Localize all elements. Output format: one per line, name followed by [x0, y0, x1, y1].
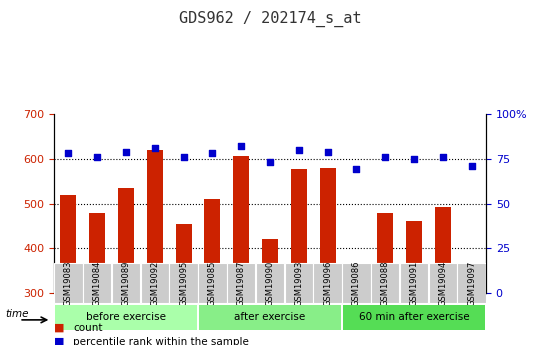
- Text: count: count: [73, 323, 103, 333]
- Bar: [429, 263, 457, 303]
- Bar: [464, 266, 480, 293]
- Point: [467, 163, 476, 169]
- Bar: [233, 157, 249, 293]
- Text: GSM19094: GSM19094: [438, 260, 447, 306]
- Bar: [205, 199, 220, 293]
- Bar: [176, 224, 192, 293]
- Text: GSM19084: GSM19084: [93, 260, 102, 306]
- Bar: [141, 263, 169, 303]
- Bar: [400, 263, 428, 303]
- Bar: [118, 188, 134, 293]
- Text: GSM19097: GSM19097: [467, 260, 476, 306]
- Text: GSM19095: GSM19095: [179, 260, 188, 306]
- Point: [438, 154, 447, 160]
- Bar: [342, 305, 485, 330]
- Text: ■: ■: [54, 323, 64, 333]
- Text: GSM19086: GSM19086: [352, 260, 361, 306]
- Bar: [457, 263, 485, 303]
- Text: before exercise: before exercise: [86, 313, 166, 322]
- Point: [179, 154, 188, 160]
- Point: [294, 147, 303, 152]
- Point: [323, 149, 332, 154]
- Point: [410, 156, 418, 161]
- Text: 60 min after exercise: 60 min after exercise: [359, 313, 469, 322]
- Text: percentile rank within the sample: percentile rank within the sample: [73, 337, 249, 345]
- Bar: [83, 263, 111, 303]
- Bar: [112, 263, 140, 303]
- Bar: [406, 221, 422, 293]
- Point: [122, 149, 130, 154]
- Bar: [256, 263, 284, 303]
- Point: [237, 144, 246, 149]
- Text: GSM19083: GSM19083: [64, 260, 73, 306]
- Bar: [262, 239, 278, 293]
- Bar: [435, 207, 451, 293]
- Bar: [314, 263, 342, 303]
- Text: GSM19085: GSM19085: [208, 260, 217, 306]
- Text: after exercise: after exercise: [234, 313, 306, 322]
- Bar: [170, 263, 198, 303]
- Bar: [55, 263, 83, 303]
- Bar: [348, 272, 364, 293]
- Bar: [227, 263, 255, 303]
- Bar: [89, 213, 105, 293]
- Point: [151, 145, 159, 151]
- Bar: [55, 305, 198, 330]
- Text: ■: ■: [54, 337, 64, 345]
- Point: [352, 167, 361, 172]
- Point: [266, 159, 274, 165]
- Point: [208, 150, 217, 156]
- Bar: [371, 263, 399, 303]
- Text: GSM19089: GSM19089: [122, 260, 131, 306]
- Bar: [291, 169, 307, 293]
- Text: time: time: [5, 309, 29, 319]
- Bar: [377, 213, 393, 293]
- Bar: [285, 263, 313, 303]
- Text: GSM19087: GSM19087: [237, 260, 246, 306]
- Bar: [342, 263, 370, 303]
- Bar: [199, 305, 341, 330]
- Text: GSM19091: GSM19091: [409, 260, 418, 306]
- Bar: [147, 150, 163, 293]
- Text: GSM19088: GSM19088: [381, 260, 390, 306]
- Text: GSM19096: GSM19096: [323, 260, 332, 306]
- Text: GSM19092: GSM19092: [150, 260, 159, 306]
- Bar: [320, 168, 335, 293]
- Text: GSM19093: GSM19093: [294, 260, 303, 306]
- Bar: [60, 195, 76, 293]
- Text: GSM19090: GSM19090: [266, 260, 274, 306]
- Text: GDS962 / 202174_s_at: GDS962 / 202174_s_at: [179, 10, 361, 27]
- Bar: [198, 263, 226, 303]
- Point: [381, 154, 389, 160]
- Point: [64, 150, 73, 156]
- Point: [93, 154, 102, 160]
